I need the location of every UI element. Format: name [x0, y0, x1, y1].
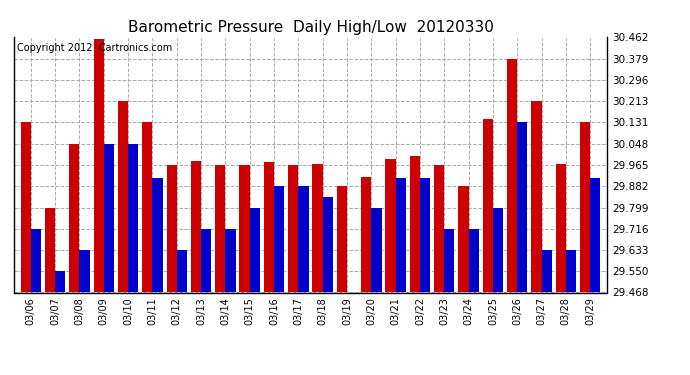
- Bar: [555, 164, 566, 292]
- Bar: [361, 177, 371, 292]
- Bar: [239, 165, 250, 292]
- Text: Copyright 2012  Cartronics.com: Copyright 2012 Cartronics.com: [17, 43, 172, 52]
- Bar: [371, 208, 382, 292]
- Bar: [31, 229, 41, 292]
- Bar: [250, 208, 260, 292]
- Bar: [142, 122, 152, 292]
- Bar: [104, 144, 114, 292]
- Bar: [274, 186, 284, 292]
- Bar: [118, 101, 128, 292]
- Bar: [580, 122, 590, 292]
- Title: Barometric Pressure  Daily High/Low  20120330: Barometric Pressure Daily High/Low 20120…: [128, 20, 493, 35]
- Bar: [313, 164, 323, 292]
- Bar: [444, 229, 455, 292]
- Bar: [215, 165, 226, 292]
- Bar: [590, 178, 600, 292]
- Bar: [386, 159, 395, 292]
- Bar: [458, 186, 469, 292]
- Bar: [518, 122, 527, 292]
- Bar: [166, 165, 177, 292]
- Bar: [69, 144, 79, 292]
- Bar: [201, 229, 211, 292]
- Bar: [45, 208, 55, 292]
- Bar: [483, 119, 493, 292]
- Bar: [264, 162, 274, 292]
- Bar: [128, 144, 138, 292]
- Bar: [337, 186, 347, 292]
- Bar: [469, 229, 479, 292]
- Bar: [21, 122, 31, 292]
- Bar: [298, 186, 308, 292]
- Bar: [420, 178, 430, 292]
- Bar: [566, 250, 576, 292]
- Bar: [410, 156, 420, 292]
- Bar: [542, 250, 552, 292]
- Bar: [531, 101, 542, 292]
- Bar: [395, 178, 406, 292]
- Bar: [323, 197, 333, 292]
- Bar: [177, 250, 187, 292]
- Bar: [288, 165, 298, 292]
- Bar: [191, 161, 201, 292]
- Bar: [152, 178, 163, 292]
- Bar: [434, 165, 444, 292]
- Bar: [226, 229, 235, 292]
- Bar: [507, 59, 518, 292]
- Bar: [55, 272, 66, 292]
- Bar: [79, 250, 90, 292]
- Bar: [493, 208, 503, 292]
- Bar: [94, 39, 104, 292]
